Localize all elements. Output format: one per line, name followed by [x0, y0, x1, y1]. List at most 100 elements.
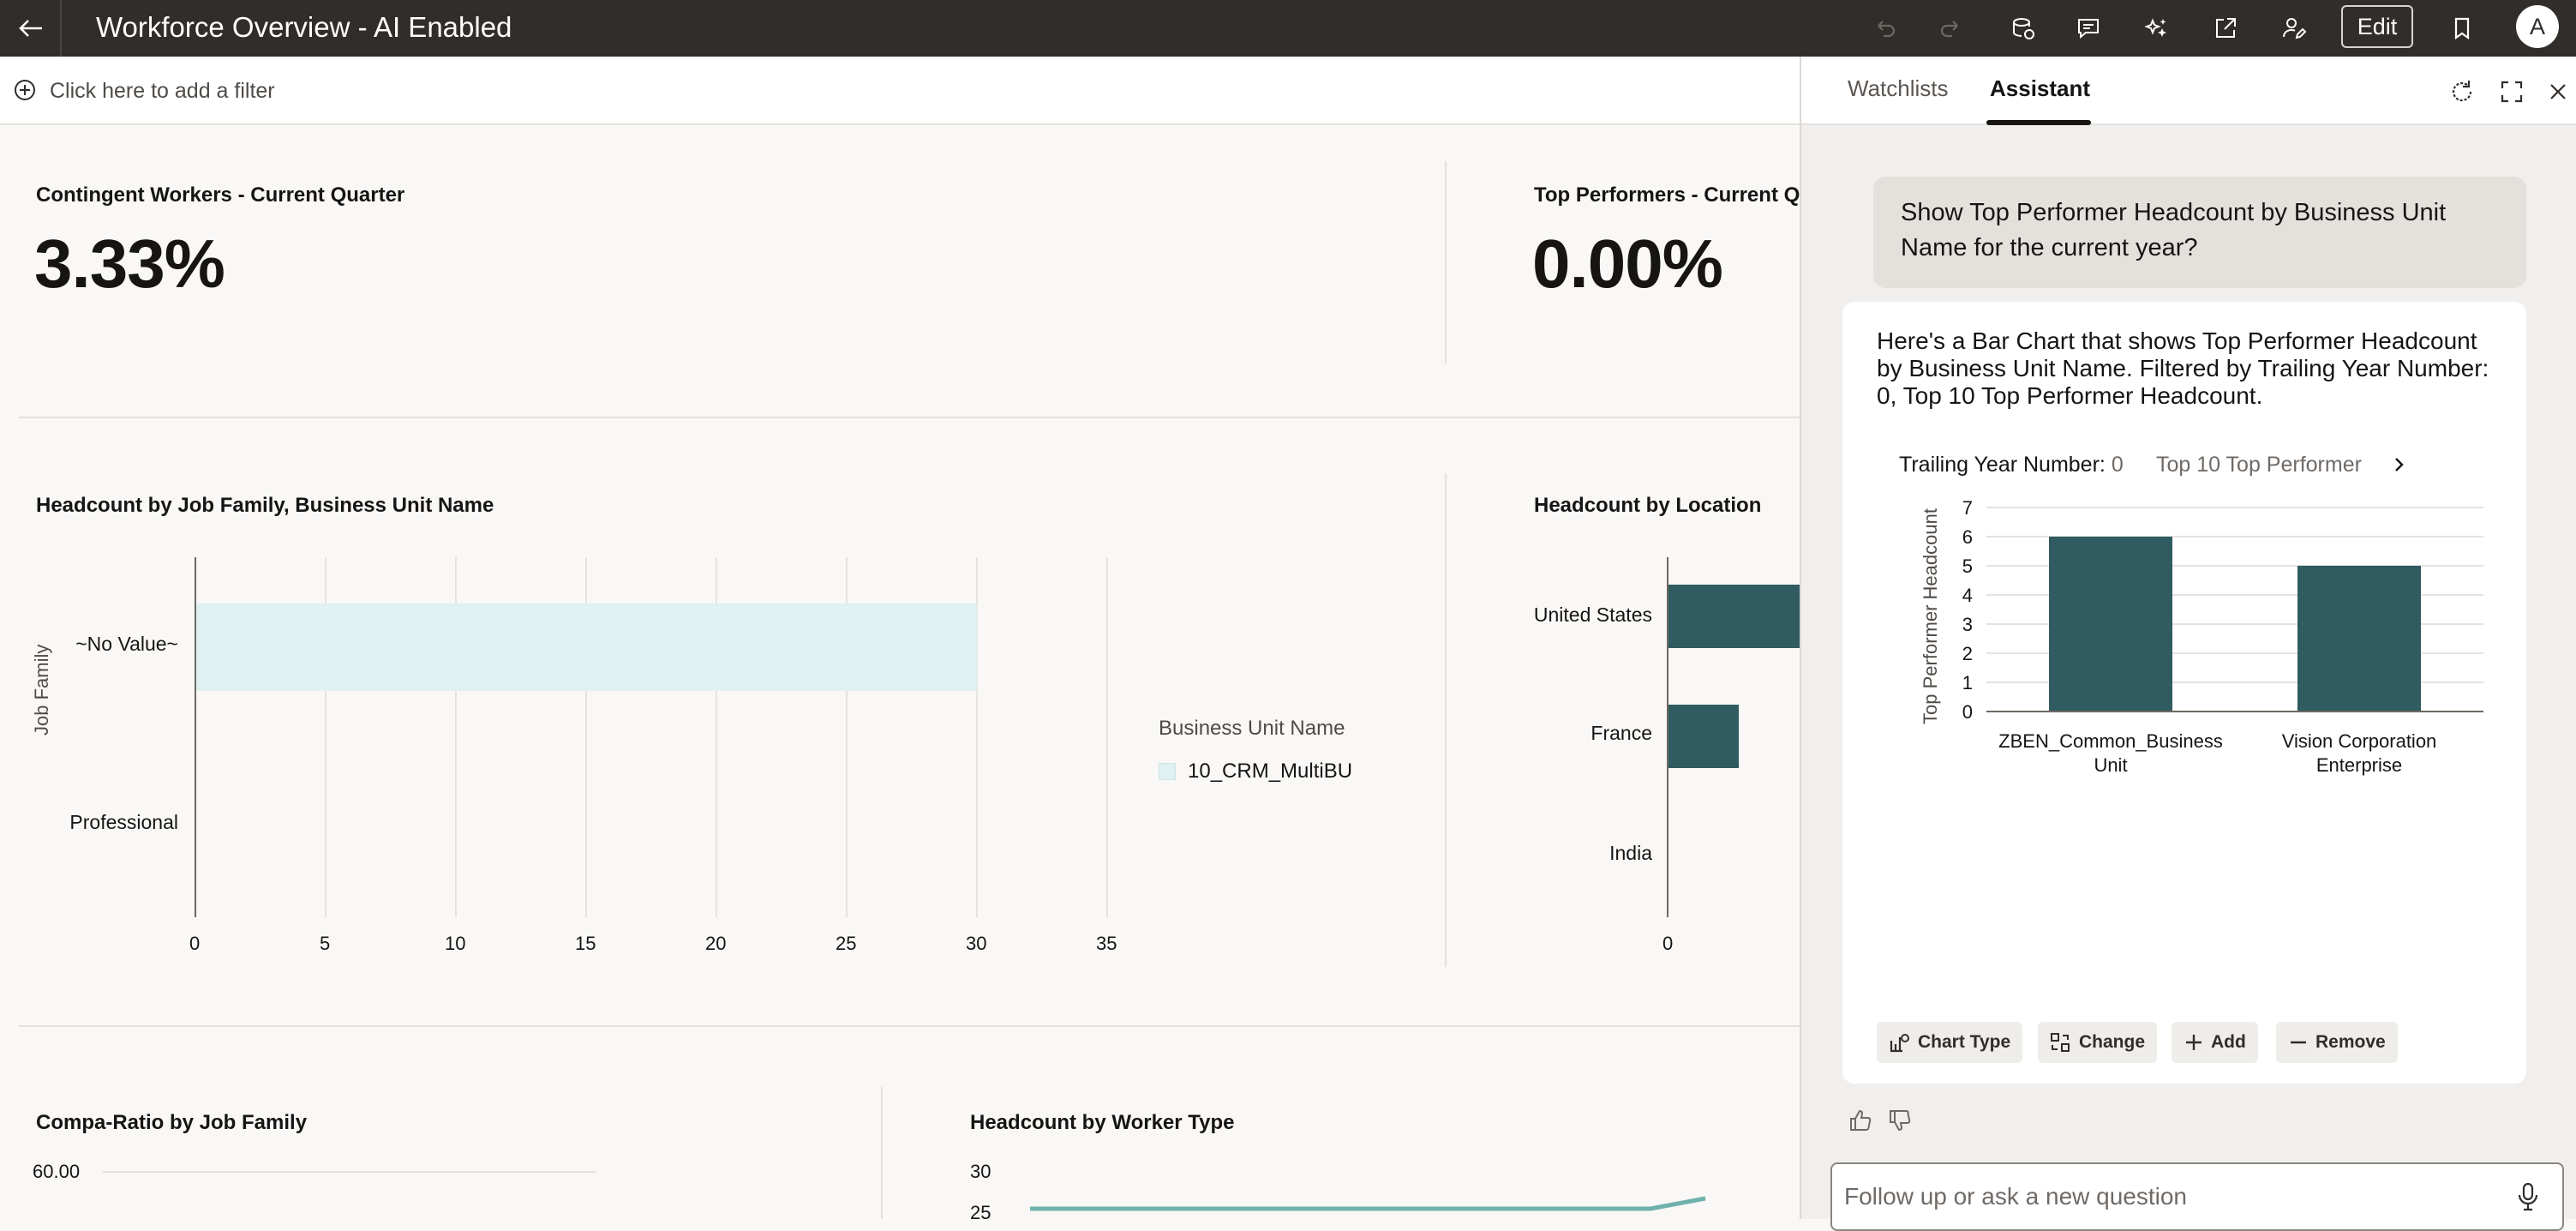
chart-type-button[interactable]: Chart Type	[1877, 1022, 2023, 1063]
viz-divider	[1445, 473, 1447, 967]
user-avatar[interactable]: A	[2516, 5, 2559, 48]
reset-conversation-button[interactable]	[2446, 75, 2478, 108]
bar-no-value[interactable]	[196, 603, 977, 691]
filter-chip-top10[interactable]: Top 10 Top Performer	[2156, 453, 2362, 477]
x-tick-label: 0	[1662, 933, 1674, 954]
compa-ratio-title: Compa-Ratio by Job Family	[36, 1111, 308, 1134]
x-tick-label: 30	[966, 933, 987, 954]
add-circle-icon	[15, 80, 35, 100]
filter-chip-trailing-year[interactable]: Trailing Year Number: 0	[1899, 453, 2124, 477]
refresh-icon	[2452, 81, 2472, 102]
y-tick-label: 6	[1962, 526, 1973, 548]
remove-label: Remove	[2315, 1032, 2386, 1052]
thumbs-up-icon[interactable]	[1848, 1108, 1873, 1133]
close-panel-button[interactable]	[2542, 75, 2574, 108]
thumbs-down-icon[interactable]	[1887, 1108, 1913, 1133]
redo-icon	[1940, 21, 1958, 38]
undo-icon	[1878, 21, 1896, 38]
row-divider	[19, 417, 1800, 418]
kpi-top-performers-value: 0.00%	[1532, 225, 1723, 302]
x-tick-label: 20	[705, 933, 727, 954]
comments-button[interactable]	[2069, 9, 2108, 48]
chevron-right-icon[interactable]	[2391, 454, 2408, 475]
row-divider	[19, 1025, 1800, 1027]
remove-button[interactable]: Remove	[2276, 1022, 2398, 1063]
sparkle-icon	[2144, 18, 2166, 37]
kpi-divider	[1445, 161, 1447, 363]
bookmark-button[interactable]	[2442, 9, 2482, 48]
bar-united-states[interactable]	[1668, 585, 1800, 648]
y-axis-title: Top Performer Headcount	[1920, 508, 1941, 724]
bar-france[interactable]	[1668, 705, 1739, 768]
legend-item[interactable]: 10_CRM_MultiBU	[1159, 760, 1352, 784]
filter-placeholder[interactable]: Click here to add a filter	[50, 79, 275, 103]
user-edit-icon	[2283, 18, 2307, 39]
x-tick-label: 15	[575, 933, 596, 954]
tab-watchlists[interactable]: Watchlists	[1848, 75, 1949, 101]
y-tick-label: 3	[1962, 614, 1973, 635]
tab-assistant[interactable]: Assistant	[1990, 75, 2091, 101]
close-icon	[2550, 84, 2566, 99]
microphone-icon[interactable]	[2516, 1181, 2540, 1212]
assistant-answer-card: Here's a Bar Chart that shows Top Perfor…	[1842, 302, 2526, 1084]
assistant-panel: Watchlists Assistant Show Top Performer …	[1800, 57, 2576, 1231]
minus-icon	[2291, 1041, 2306, 1044]
location-label: France	[1591, 722, 1652, 744]
series-line[interactable]	[1030, 1196, 1706, 1211]
y-tick-label: 4	[1962, 585, 1973, 606]
swap-icon	[2051, 1033, 2070, 1052]
x-tick-label: 25	[836, 933, 857, 954]
x-tick-label: ZBEN_Common_Business	[1998, 730, 2223, 752]
undo-button[interactable]	[1865, 9, 1904, 48]
bookmark-icon	[2454, 17, 2470, 40]
panel-header: Watchlists Assistant	[1801, 57, 2576, 125]
category-label: ~No Value~	[75, 633, 178, 655]
y-tick-label: 25	[970, 1202, 991, 1219]
plus-icon	[2186, 1035, 2202, 1050]
chart-type-icon	[1890, 1034, 1909, 1053]
y-tick-label: 7	[1962, 497, 1973, 519]
category-label: Professional	[69, 811, 178, 833]
personalize-button[interactable]	[2274, 9, 2314, 48]
expand-panel-button[interactable]	[2495, 75, 2528, 108]
add-button[interactable]: Add	[2172, 1022, 2258, 1063]
redo-button[interactable]	[1932, 9, 1971, 48]
viz-divider	[881, 1087, 883, 1219]
x-tick-label: Enterprise	[2316, 754, 2402, 776]
y-tick-label: 60.00	[33, 1161, 81, 1182]
filter-bar[interactable]: Click here to add a filter	[0, 57, 1800, 125]
worker-type-title: Headcount by Worker Type	[970, 1111, 1235, 1134]
export-button[interactable]	[2206, 9, 2245, 48]
legend-item-label: 10_CRM_MultiBU	[1188, 760, 1353, 783]
y-tick-label: 1	[1962, 672, 1973, 694]
top-bar-divider	[60, 0, 62, 57]
change-button[interactable]: Change	[2038, 1022, 2158, 1063]
active-tab-indicator	[1986, 120, 2091, 125]
add-label: Add	[2211, 1032, 2246, 1052]
y-tick-label: 0	[1962, 701, 1973, 723]
chart-type-label: Chart Type	[1918, 1032, 2011, 1052]
x-tick-label: Unit	[2094, 754, 2127, 776]
back-button[interactable]	[12, 9, 50, 47]
bar[interactable]	[2049, 537, 2172, 712]
question-input-box[interactable]	[1830, 1162, 2564, 1231]
y-tick-label: 5	[1962, 555, 1973, 577]
location-label: India	[1609, 842, 1652, 864]
kpi-contingent-title: Contingent Workers - Current Quarter	[36, 183, 405, 207]
ai-assistant-button[interactable]	[2137, 9, 2177, 48]
job-family-chart	[195, 557, 1108, 917]
y-tick-label: 30	[970, 1161, 991, 1182]
app-title: Workforce Overview - AI Enabled	[96, 11, 512, 43]
location-chart	[1667, 557, 1800, 917]
answer-text: Here's a Bar Chart that shows Top Perfor…	[1877, 327, 2489, 409]
export-icon	[2216, 18, 2236, 38]
filter-chip-label: Trailing Year Number:	[1899, 453, 2106, 477]
edit-button[interactable]: Edit	[2341, 5, 2413, 48]
user-question-bubble: Show Top Performer Headcount by Business…	[1873, 177, 2526, 288]
job-family-chart-title: Headcount by Job Family, Business Unit N…	[36, 494, 494, 517]
comment-icon	[2078, 19, 2099, 39]
question-input[interactable]	[1832, 1164, 2501, 1229]
data-refresh-button[interactable]	[2004, 9, 2043, 48]
bar[interactable]	[2297, 566, 2421, 712]
